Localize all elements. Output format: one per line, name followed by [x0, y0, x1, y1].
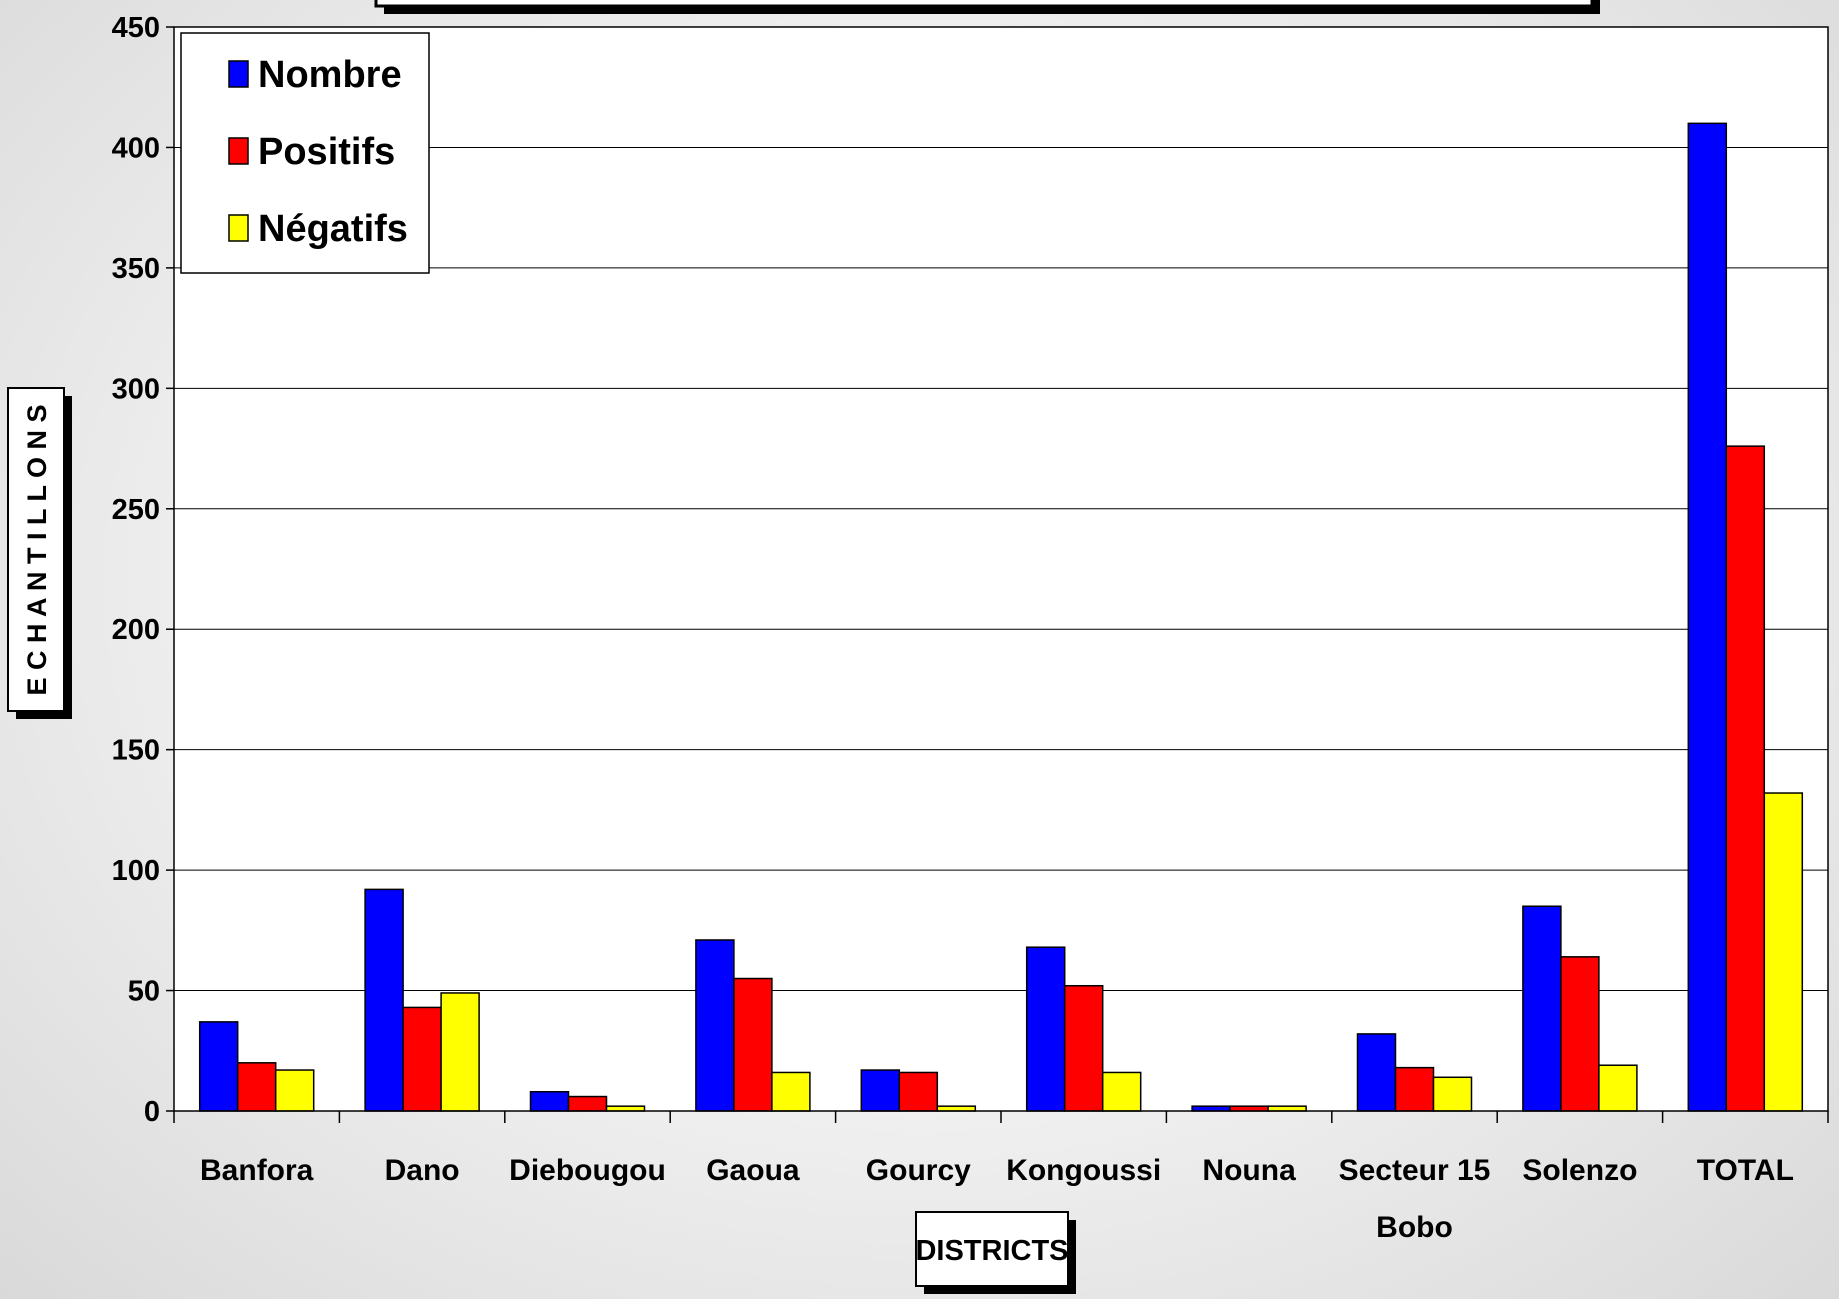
y-axis-label: E C H A N T I L L O N S: [22, 404, 52, 695]
bar-négatifs-0: [274, 1069, 315, 1112]
bar-nombre-2: [529, 1090, 570, 1112]
x-tick-label: Kongoussi: [1006, 1154, 1161, 1187]
legend-swatch-positifs: [228, 137, 249, 165]
y-tick-label: 0: [144, 1096, 160, 1128]
x-tick-label: Dano: [385, 1154, 460, 1187]
bar-positifs-8: [1560, 956, 1600, 1112]
y-tick-label: 400: [112, 132, 160, 164]
x-tick-label: Diebougou: [509, 1154, 666, 1187]
bar-positifs-0: [236, 1062, 277, 1112]
x-axis-label: DISTRICTS: [915, 1235, 1068, 1267]
x-tick-label: Bobo: [1376, 1211, 1453, 1244]
bar-négatifs-9: [1763, 792, 1804, 1112]
x-tick-label: Secteur 15: [1339, 1154, 1491, 1187]
bar-positifs-2: [567, 1095, 608, 1112]
x-tick-label: Solenzo: [1522, 1154, 1637, 1187]
y-tick-label: 150: [112, 735, 160, 767]
legend-box: [180, 32, 430, 274]
legend-swatch-nombre: [228, 60, 249, 88]
y-tick-label: 450: [112, 12, 160, 44]
bar-négatifs-5: [1101, 1071, 1142, 1112]
y-tick-label: 200: [112, 614, 160, 646]
y-tick-label: 250: [112, 494, 160, 526]
bar-négatifs-8: [1598, 1064, 1638, 1112]
y-tick-label: 100: [112, 855, 160, 887]
bar-positifs-7: [1394, 1066, 1435, 1112]
bar-nombre-4: [860, 1069, 901, 1112]
x-axis-label-box: [915, 1211, 1069, 1287]
y-tick-label: 50: [128, 976, 160, 1008]
x-axis-label-group: DISTRICTS: [915, 1211, 1076, 1294]
bar-négatifs-7: [1432, 1076, 1473, 1112]
legend-label: Négatifs: [258, 208, 408, 250]
x-tick-label: Gaoua: [706, 1154, 800, 1187]
bar-négatifs-3: [771, 1071, 811, 1112]
legend-label: Positifs: [258, 131, 395, 173]
legend-label: Nombre: [258, 54, 402, 96]
x-tick-label: Nouna: [1202, 1154, 1296, 1187]
bar-négatifs-1: [440, 992, 480, 1112]
bar-positifs-1: [402, 1006, 442, 1112]
bar-nombre-3: [695, 939, 735, 1112]
bar-positifs-3: [733, 977, 773, 1112]
bar-nombre-1: [364, 888, 404, 1112]
x-tick-label: Banfora: [200, 1154, 314, 1187]
bar-nombre-0: [198, 1021, 239, 1112]
x-tick-label: TOTAL: [1697, 1154, 1794, 1187]
x-tick-label: Gourcy: [866, 1154, 971, 1187]
y-tick-label: 350: [112, 253, 160, 285]
legend: Nombre Positifs Négatifs: [180, 32, 430, 274]
bar-positifs-9: [1725, 445, 1766, 1112]
bar-nombre-7: [1356, 1033, 1397, 1112]
y-axis-label-box: [7, 387, 65, 712]
x-axis-ticks: Banfora Dano Diebougou Gaoua Gourcy Kongoussi…: [173, 1111, 1829, 1244]
y-axis-ticks: 0 50 100 150 200 250 300 350 400 450: [112, 12, 174, 1128]
bar-nombre-9: [1687, 122, 1728, 1112]
y-tick-label: 300: [112, 373, 160, 405]
bars: [198, 122, 1804, 1112]
y-axis-label-group: E C H A N T I L L O N S: [7, 387, 72, 719]
bar-nombre-5: [1025, 946, 1066, 1112]
legend-swatch-négatifs: [228, 214, 249, 242]
bar-positifs-4: [898, 1071, 939, 1112]
bar-nombre-8: [1522, 905, 1562, 1112]
bar-positifs-5: [1063, 984, 1104, 1112]
title-frame: [374, 0, 1594, 8]
